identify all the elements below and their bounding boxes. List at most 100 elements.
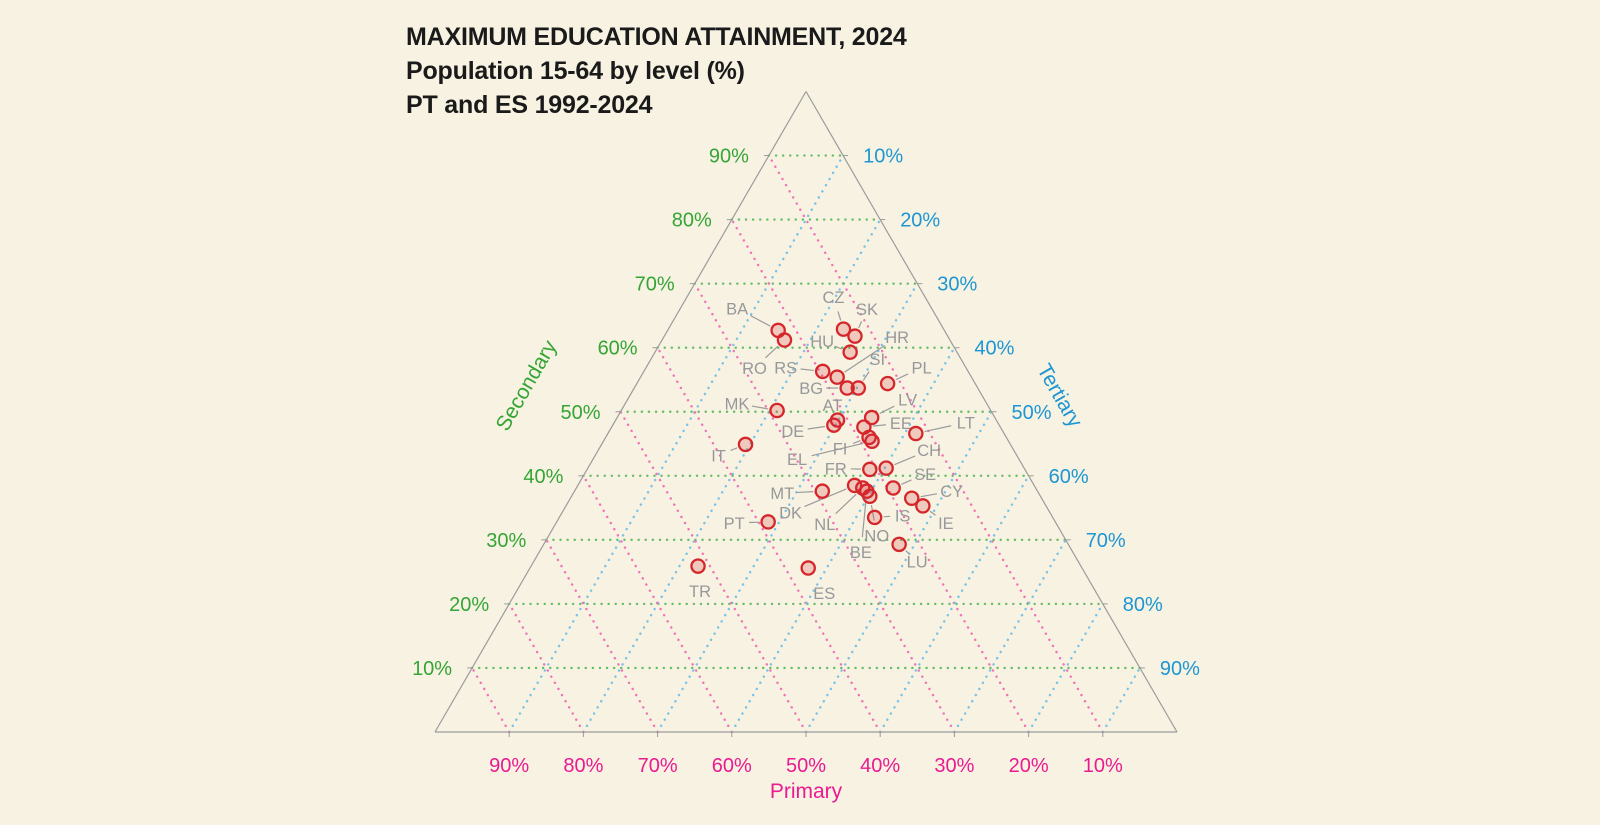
label-LT: LT bbox=[957, 415, 975, 433]
leader-SE bbox=[901, 479, 912, 485]
leader-RO bbox=[765, 345, 779, 359]
label-NL: NL bbox=[814, 516, 835, 534]
leader-HR bbox=[844, 344, 886, 373]
point-IE bbox=[915, 498, 931, 514]
tick-label-secondary-80: 80% bbox=[672, 210, 712, 232]
leader-CH bbox=[894, 455, 916, 466]
leader-IE bbox=[929, 510, 936, 516]
tick-label-tertiary-60: 60% bbox=[1049, 466, 1089, 488]
leader-LU bbox=[905, 550, 910, 555]
leader-BE bbox=[861, 500, 867, 538]
gridline-tertiary-60 bbox=[879, 474, 1030, 734]
point-CH bbox=[878, 460, 894, 476]
gridline-primary-20 bbox=[730, 218, 1030, 734]
tick-label-primary-80%: 80% bbox=[563, 755, 603, 777]
tick-label-tertiary-50: 50% bbox=[1012, 402, 1052, 424]
chart-subtitle: Population 15-64 by level (%) bbox=[406, 57, 745, 85]
leader-NO bbox=[870, 505, 875, 521]
point-HR bbox=[829, 369, 845, 385]
leader-SI bbox=[862, 371, 870, 381]
label-BA: BA bbox=[726, 300, 748, 318]
point-RO bbox=[776, 332, 793, 348]
point-BG bbox=[839, 380, 855, 396]
point-PL bbox=[879, 375, 896, 392]
label-SI: SI bbox=[870, 351, 886, 369]
label-CY: CY bbox=[940, 483, 963, 501]
tick-label-primary-40%: 40% bbox=[860, 755, 900, 777]
tick-label-primary-90%: 90% bbox=[489, 755, 529, 777]
leader-IT bbox=[730, 447, 738, 452]
gridline-tertiary-70 bbox=[953, 538, 1067, 734]
label-CH: CH bbox=[917, 442, 941, 460]
label-ES: ES bbox=[813, 585, 835, 603]
point-IT bbox=[737, 436, 754, 453]
point-PT bbox=[760, 514, 776, 530]
label-RO: RO bbox=[742, 360, 767, 378]
tick-label-primary-10%: 10% bbox=[1083, 755, 1123, 777]
tick-label-primary-70%: 70% bbox=[638, 755, 678, 777]
label-CZ: CZ bbox=[822, 289, 844, 307]
gridline-tertiary-10 bbox=[508, 154, 845, 734]
leader-SK bbox=[858, 321, 863, 329]
label-PL: PL bbox=[912, 360, 932, 378]
tick-label-secondary-30: 30% bbox=[486, 530, 526, 552]
point-LT bbox=[908, 425, 924, 442]
leader-BA bbox=[750, 314, 771, 327]
point-DE bbox=[826, 417, 842, 433]
label-SE: SE bbox=[914, 466, 936, 484]
label-IT: IT bbox=[711, 447, 726, 465]
leader-RS bbox=[800, 368, 814, 372]
tick-label-primary-20%: 20% bbox=[1009, 755, 1049, 777]
leader-CZ bbox=[837, 311, 842, 321]
gridline-tertiary-50 bbox=[804, 410, 993, 734]
label-IS: IS bbox=[895, 507, 911, 525]
point-TR bbox=[690, 558, 706, 574]
tick-label-secondary-40: 40% bbox=[523, 466, 563, 488]
label-MK: MK bbox=[725, 395, 750, 413]
gridline-tertiary-20 bbox=[582, 218, 882, 734]
label-AT: AT bbox=[823, 397, 843, 415]
tick-label-tertiary-70: 70% bbox=[1086, 530, 1126, 552]
tick-label-tertiary-10: 10% bbox=[863, 146, 903, 168]
chart-note: PT and ES 1992-2024 bbox=[406, 91, 653, 119]
tick-label-tertiary-20: 20% bbox=[900, 210, 940, 232]
label-BE: BE bbox=[850, 544, 872, 562]
point-SI bbox=[850, 380, 867, 396]
tick-label-secondary-10: 10% bbox=[412, 658, 452, 680]
leader-EL bbox=[811, 442, 864, 457]
leader-CY bbox=[920, 493, 938, 498]
label-TR: TR bbox=[689, 583, 711, 601]
gridline-primary-60 bbox=[582, 474, 733, 734]
tick-label-secondary-50: 50% bbox=[560, 402, 600, 424]
tick-label-tertiary-30: 30% bbox=[937, 274, 977, 296]
label-DK: DK bbox=[779, 504, 802, 522]
chart-title: MAXIMUM EDUCATION ATTAINMENT, 2024 bbox=[406, 23, 907, 51]
title-block: MAXIMUM EDUCATION ATTAINMENT, 2024 Popul… bbox=[406, 20, 907, 122]
leader-FI bbox=[852, 440, 861, 444]
point-MK bbox=[769, 402, 785, 419]
gridline-primary-70 bbox=[545, 538, 659, 734]
tick-label-tertiary-90: 90% bbox=[1160, 658, 1200, 680]
leader-LT bbox=[924, 425, 952, 433]
label-IE: IE bbox=[938, 515, 954, 533]
point-EL bbox=[864, 433, 880, 449]
gridline-tertiary-40 bbox=[730, 346, 956, 734]
label-HR: HR bbox=[885, 329, 909, 347]
label-RS: RS bbox=[774, 359, 797, 377]
leader-PL bbox=[895, 373, 909, 381]
point-HU bbox=[842, 344, 858, 360]
tick-label-tertiary-40: 40% bbox=[974, 338, 1014, 360]
gridline-primary-40 bbox=[656, 346, 882, 734]
tick-label-secondary-20: 20% bbox=[449, 594, 489, 616]
label-PT: PT bbox=[724, 515, 745, 533]
tick-label-primary-60%: 60% bbox=[712, 755, 752, 777]
point-LU bbox=[891, 536, 907, 553]
gridline-tertiary-90 bbox=[1101, 666, 1142, 734]
gridline-primary-50 bbox=[619, 410, 808, 734]
tick-label-secondary-70: 70% bbox=[635, 274, 675, 296]
leader-DE bbox=[807, 425, 826, 430]
point-FR bbox=[862, 461, 878, 478]
primary-axis-title: Primary bbox=[769, 780, 843, 803]
